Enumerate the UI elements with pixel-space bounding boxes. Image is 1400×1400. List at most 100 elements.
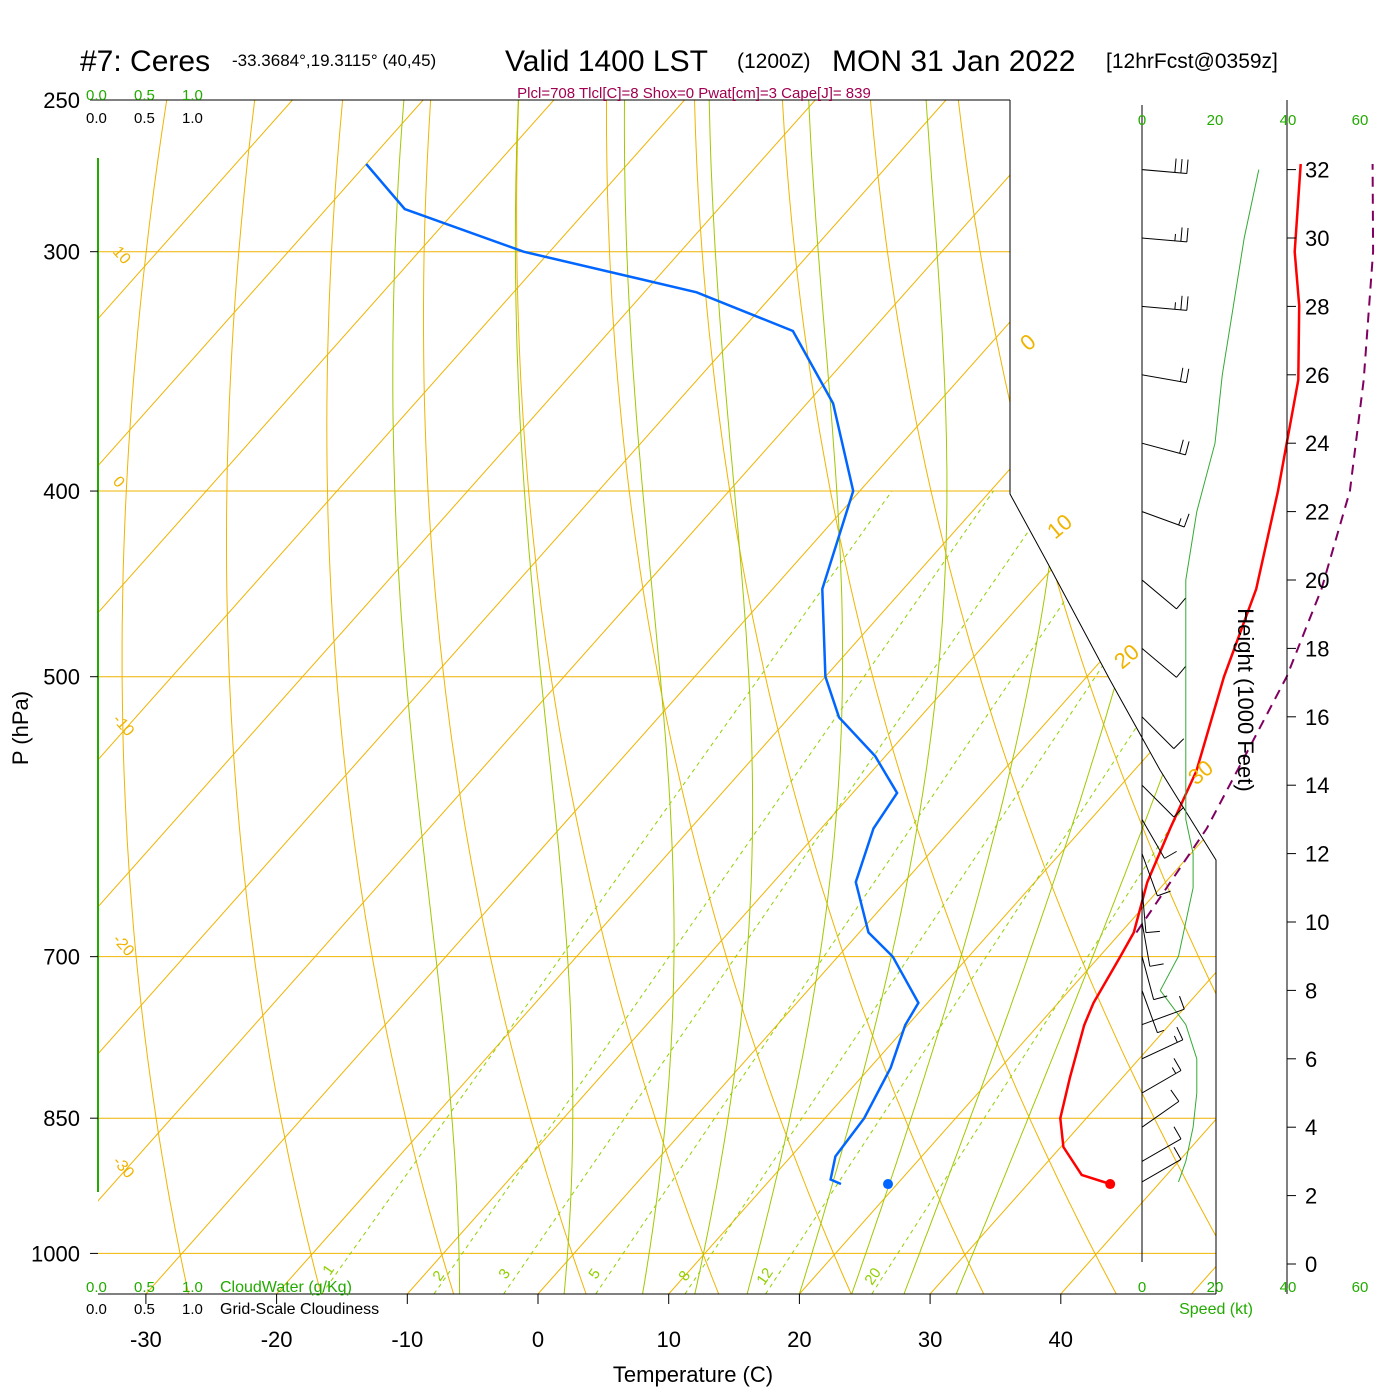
valid-time: Valid 1400 LST	[505, 45, 708, 78]
dry-adiabat-293	[606, 100, 852, 1294]
speed-bottom-tick-1: 20	[1207, 1279, 1224, 1296]
wind-barb-staff-3	[1141, 1070, 1182, 1094]
wind-barbs	[1141, 158, 1260, 1183]
height-tick-label-1: 2	[1305, 1184, 1317, 1209]
adiabat-label-0: 0	[1015, 329, 1040, 356]
wind-barb-staff-13	[1141, 716, 1175, 749]
background-lines	[98, 100, 1400, 1294]
moist-adiabat--6	[392, 100, 461, 1294]
cloud-scale-top-green-1: 0.5	[134, 87, 155, 104]
dry-adiabat-333	[957, 100, 1216, 1294]
height-tick-label-14: 28	[1305, 294, 1329, 319]
temp-tick-label-2: -10	[391, 1327, 423, 1352]
dry-adiabat-373	[1310, 100, 1400, 1294]
mixing-ratio-8	[684, 490, 1216, 1294]
wind-barb-feather-15-0	[1176, 597, 1186, 610]
adiabat-label-1: 10	[1042, 509, 1077, 544]
height-tick-label-4: 8	[1305, 978, 1317, 1003]
dry-adiabat-343	[1045, 100, 1216, 1294]
wind-barb-feather-17-0	[1184, 441, 1190, 455]
station-coords: -33.3684°,19.3115° (40,45)	[232, 51, 436, 70]
moist-adiabat-2	[514, 100, 574, 1294]
isotherm--10	[406, 100, 1216, 1294]
dry-adiabat-303	[694, 100, 985, 1294]
dry-adiabat-323	[869, 100, 1216, 1294]
isotherm--20	[276, 100, 1216, 1294]
temperature-line	[1059, 163, 1302, 1186]
speed-bottom-tick-3: 60	[1352, 1279, 1369, 1296]
cloud-scale-bottom-black-0: 0.0	[86, 1301, 107, 1318]
height-tick-label-15: 30	[1305, 226, 1329, 251]
mixing-ratio-label-4: 8	[675, 1268, 694, 1285]
pres-tick-label-2: 400	[43, 479, 80, 504]
isotherm--70	[98, 100, 685, 1294]
surface-temperature-dot	[1105, 1179, 1116, 1190]
speed-label: Speed (kt)	[1179, 1301, 1253, 1318]
height-tick-label-12: 24	[1305, 431, 1329, 456]
wind-barb-feather-16-1	[1178, 518, 1182, 526]
parcel-line	[1135, 163, 1375, 934]
isotherm--90	[98, 100, 424, 1294]
isotherm--30	[145, 100, 1208, 1294]
isotherm-label-1: 0	[109, 473, 128, 491]
wind-barb-feather-7-0	[1153, 995, 1168, 1001]
isotherm-30	[929, 100, 1216, 1294]
frame	[90, 99, 1296, 1304]
temp-tick-label-7: 40	[1049, 1327, 1073, 1352]
wind-barb-feather-19-2	[1174, 302, 1176, 310]
wind-barb-feather-2-0	[1170, 1089, 1180, 1102]
surface-dewpoint-dot	[883, 1179, 894, 1190]
temp-tick-label-3: 0	[532, 1327, 544, 1352]
height-axis-label: Height (1000 Feet)	[1233, 608, 1258, 791]
adiabat-label-3: 30	[1183, 755, 1218, 790]
wind-barb-feather-19-1	[1180, 295, 1183, 310]
wind-barb-staff-15	[1141, 579, 1177, 610]
cloud-scale-bottom-black-1: 0.5	[134, 1301, 155, 1318]
cloud-scale-top: 0.0 0.5 1.0 0.0 0.5 1.0	[86, 87, 203, 127]
wind-barb-staff-16	[1141, 511, 1185, 528]
mixing-ratio-label-3: 5	[585, 1266, 604, 1283]
pres-tick-label-5: 850	[43, 1106, 80, 1131]
cloud-scale-bottom-green-2: 1.0	[182, 1279, 203, 1296]
dry-adiabat-243	[121, 100, 189, 1294]
cloud-scale-top-black-1: 0.5	[134, 110, 155, 127]
isotherm--60	[98, 100, 816, 1294]
wind-barb-feather-21-2	[1174, 158, 1177, 173]
height-tick-label-8: 16	[1305, 705, 1329, 730]
profiles	[365, 163, 1375, 1190]
wind-barb-feather-18-0	[1185, 368, 1190, 383]
dry-adiabat-353	[1133, 100, 1216, 1294]
isotherm--50	[98, 100, 947, 1294]
mixing-ratio-3	[503, 490, 1057, 1294]
wind-barb-feather-9-0	[1145, 930, 1160, 934]
adiabat-label-2: 20	[1109, 639, 1144, 674]
speed-bottom-tick-2: 40	[1280, 1279, 1297, 1296]
cloud-scale-bottom-green-0: 0.0	[86, 1279, 107, 1296]
wind-barb-feather-8-0	[1149, 963, 1164, 967]
isotherm--100	[98, 100, 293, 1294]
mixing-ratio-2	[433, 490, 994, 1294]
height-tick-label-3: 6	[1305, 1047, 1317, 1072]
mixing-ratio-label-0: 1	[319, 1262, 338, 1279]
isotherm--80	[98, 100, 555, 1294]
pres-tick-label-3: 500	[43, 665, 80, 690]
wind-barb-staff-4	[1141, 1039, 1183, 1060]
moist-adiabat-8	[623, 100, 675, 1294]
isotherm-label-3: -20	[109, 931, 137, 960]
dry-adiabat-313	[781, 100, 1117, 1294]
pres-tick-label-4: 700	[43, 945, 80, 970]
station-title: #7: Ceres	[80, 45, 210, 78]
moist-adiabat-28	[903, 100, 1215, 1294]
temp-tick-label-4: 10	[656, 1327, 680, 1352]
date: MON 31 Jan 2022	[832, 45, 1075, 78]
wind-barb-staff-10	[1141, 853, 1158, 897]
wind-barb-staff-7	[1141, 956, 1155, 1000]
temperature-tick-labels: -30 -20 -10 0 10 20 30 40	[130, 1327, 1073, 1352]
cloud-scale-bottom-black-2: 1.0	[182, 1301, 203, 1318]
wind-barb-feather-20-2	[1174, 233, 1176, 241]
wind-barb-feather-18-1	[1179, 367, 1184, 382]
mixing-ratio-20	[871, 490, 1216, 1294]
wind-barb-staff-0	[1141, 1158, 1182, 1183]
